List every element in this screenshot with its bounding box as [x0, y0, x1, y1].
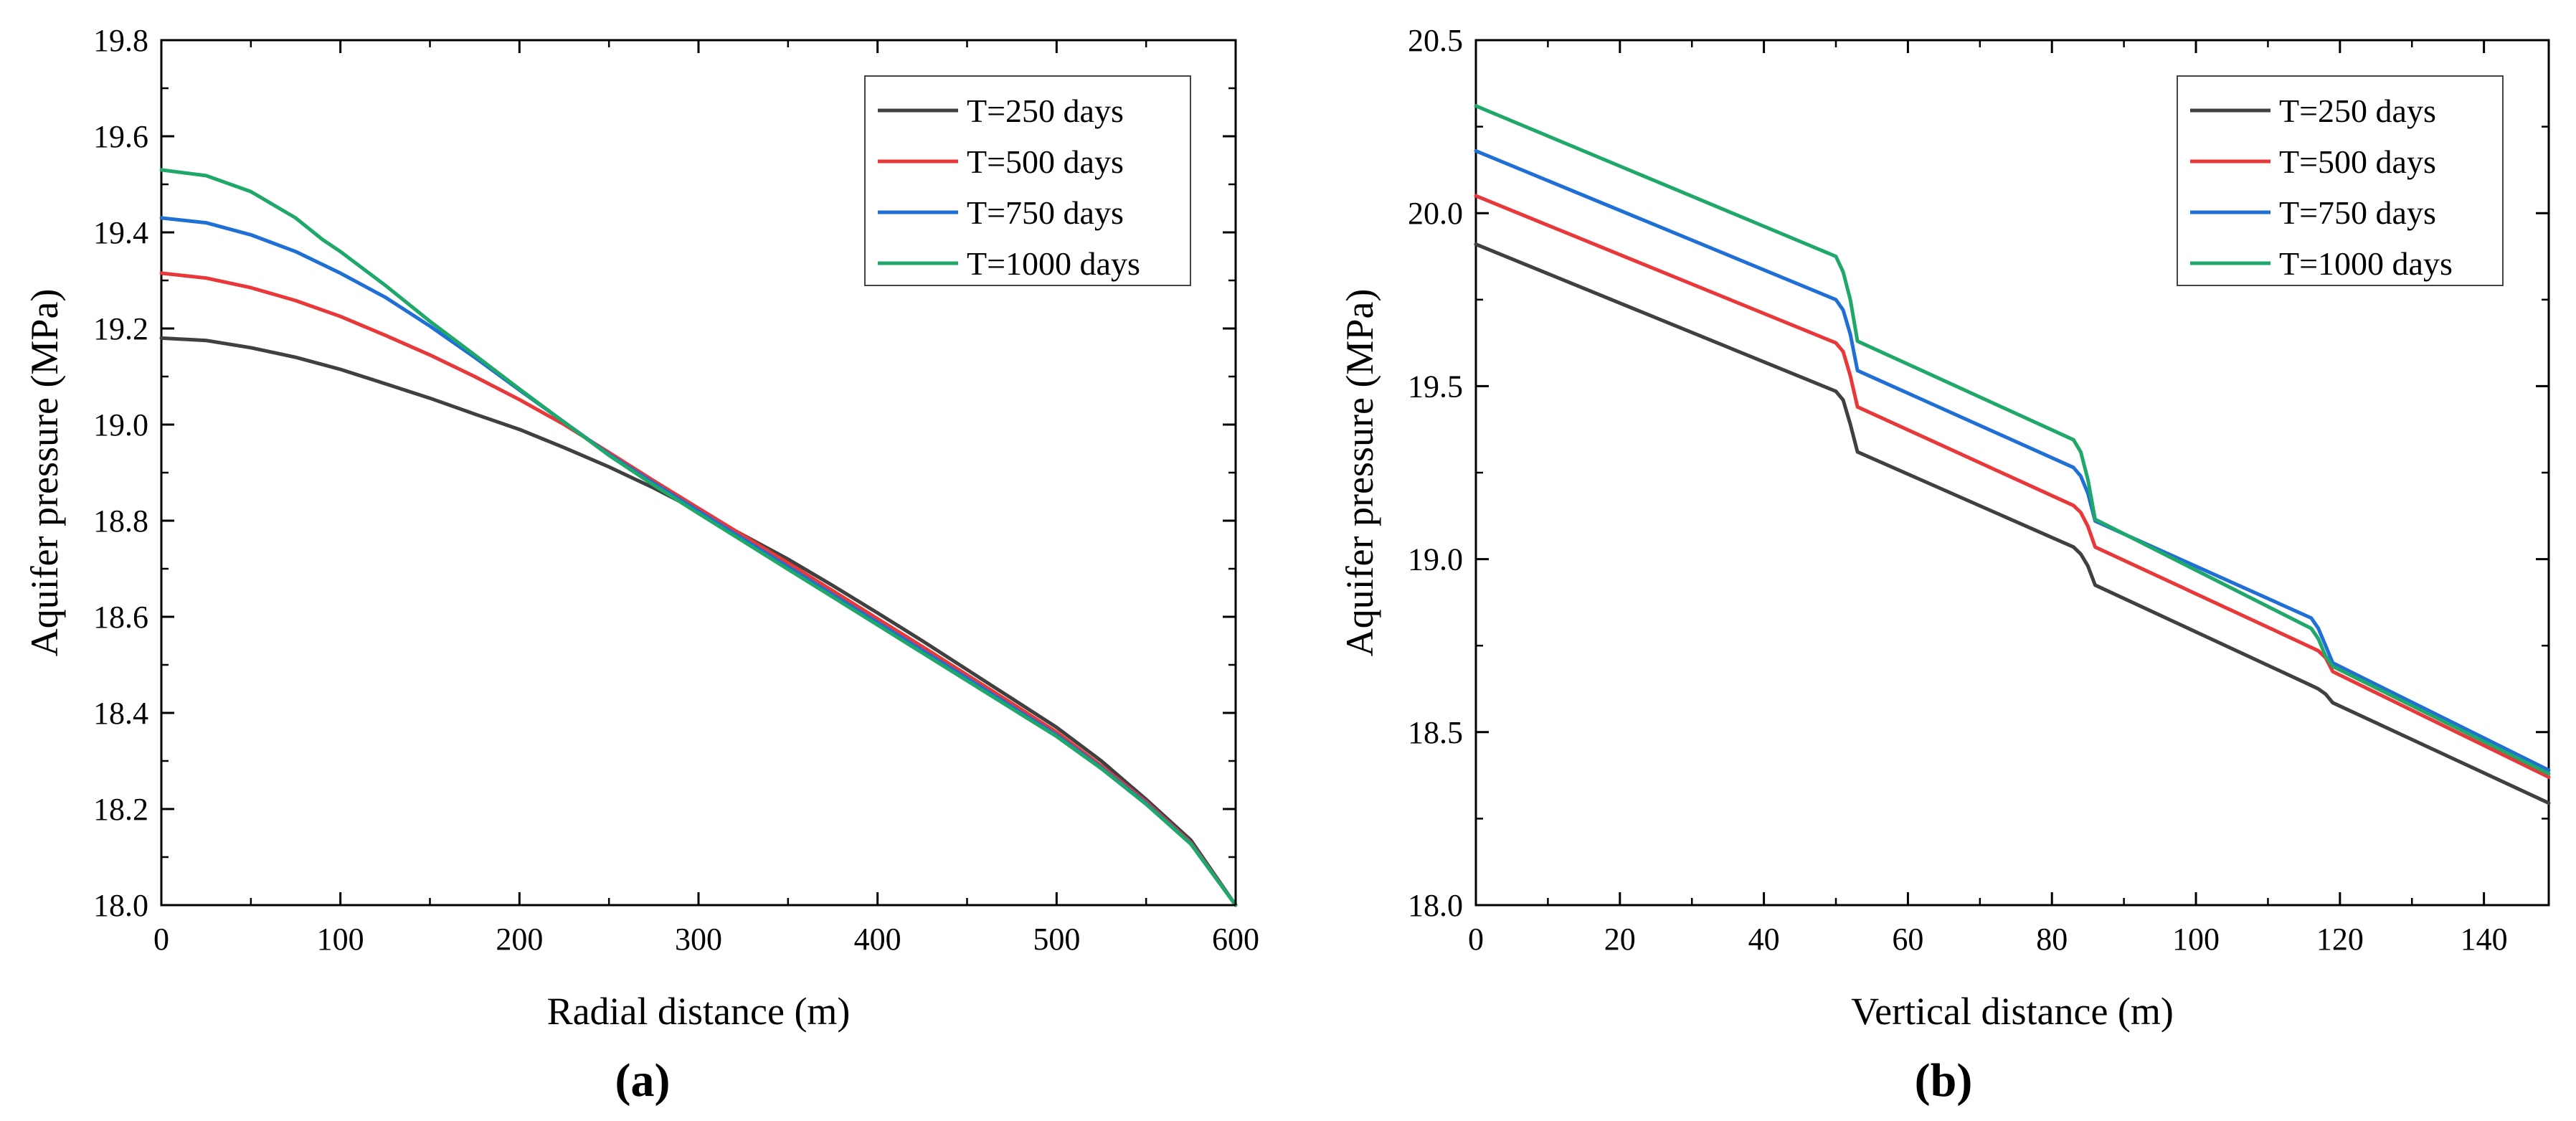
x-tick-label: 600: [1212, 922, 1259, 957]
plot-area: [159, 168, 1238, 907]
x-axis-title: Vertical distance (m): [1851, 990, 2174, 1033]
panel-label-letter: b: [1931, 1054, 1957, 1107]
series-line-t-1000-days: [159, 168, 1238, 907]
x-tick-label: 20: [1604, 922, 1636, 957]
y-tick-label: 18.0: [93, 888, 148, 923]
y-tick-label: 19.2: [93, 311, 148, 346]
series-line-t-250-days: [1474, 242, 2551, 805]
y-tick-label: 18.4: [93, 696, 148, 731]
legend-label-t-500-days: T=500 days: [2279, 143, 2436, 180]
x-tick-label: 200: [496, 922, 543, 957]
panel-label-b: (b): [1915, 1054, 1973, 1107]
x-tick-label: 300: [675, 922, 722, 957]
x-tick-label: 40: [1748, 922, 1780, 957]
panel-label-a: (a): [615, 1054, 671, 1107]
x-tick-label: 0: [153, 922, 169, 957]
legend-label-t-1000-days: T=1000 days: [967, 245, 1140, 282]
y-tick-label: 18.5: [1408, 715, 1463, 750]
panel-label-letter: a: [631, 1054, 655, 1107]
legend: T=250 days T=500 days T=750 days T=1000 day…: [864, 75, 1191, 286]
x-tick-label: 0: [1468, 922, 1484, 957]
y-tick-label: 18.8: [93, 503, 148, 539]
x-tick-label: 400: [854, 922, 901, 957]
series-line-t-1000-days: [1474, 104, 2551, 776]
x-tick-label: 80: [2036, 922, 2068, 957]
y-tick-label: 19.8: [93, 23, 148, 58]
x-axis-title: Radial distance (m): [547, 990, 851, 1033]
x-tick-label: 140: [2461, 922, 2508, 957]
x-tick-label: 120: [2316, 922, 2364, 957]
legend: T=250 days T=500 days T=750 days T=1000 day…: [2177, 75, 2504, 286]
legend-label-t-250-days: T=250 days: [2279, 93, 2436, 129]
y-tick-label: 19.4: [93, 215, 148, 250]
plot-area: [1474, 104, 2551, 805]
y-axis-title: Aquifer pressure (MPa): [1338, 289, 1381, 657]
y-tick-label: 18.6: [93, 600, 148, 635]
y-tick-label: 20.5: [1408, 23, 1463, 58]
series-line-t-250-days: [159, 336, 1238, 907]
legend-label-t-1000-days: T=1000 days: [2279, 245, 2453, 282]
series-line-t-750-days: [1474, 148, 2551, 772]
legend-label-t-250-days: T=250 days: [967, 93, 1124, 129]
y-tick-label: 19.0: [93, 407, 148, 443]
y-tick-label: 18.0: [1408, 888, 1463, 923]
axis-ticks: 0 20 40 60 80 100 120 140 18.0 18.5 19.0 19.5 20.0 20…: [1408, 23, 2549, 957]
panel-b: 0 20 40 60 80 100 120 140 18.0 18.5 19.0 19.5 20.0 20…: [1338, 23, 2551, 1107]
x-tick-label: 500: [1033, 922, 1080, 957]
panel-a: 0 100 200 300 400 500 600 18.0 18.2 18.4 18.6 18.8 1…: [23, 23, 1259, 1107]
y-tick-label: 19.5: [1408, 369, 1463, 404]
series-line-t-500-days: [159, 271, 1238, 907]
legend-label-t-500-days: T=500 days: [967, 143, 1124, 180]
series-line-t-750-days: [159, 216, 1238, 907]
x-tick-label: 60: [1892, 922, 1923, 957]
axis-ticks: 0 100 200 300 400 500 600 18.0 18.2 18.4 18.6 18.8 1…: [93, 23, 1259, 957]
legend-label-t-750-days: T=750 days: [2279, 194, 2436, 231]
y-tick-label: 19.0: [1408, 542, 1463, 577]
y-axis-title: Aquifer pressure (MPa): [23, 289, 66, 657]
y-tick-label: 19.6: [93, 119, 148, 154]
x-tick-label: 100: [2172, 922, 2220, 957]
legend-label-t-750-days: T=750 days: [967, 194, 1124, 231]
y-tick-label: 18.2: [93, 792, 148, 827]
x-tick-label: 100: [317, 922, 364, 957]
y-tick-label: 20.0: [1408, 196, 1463, 231]
